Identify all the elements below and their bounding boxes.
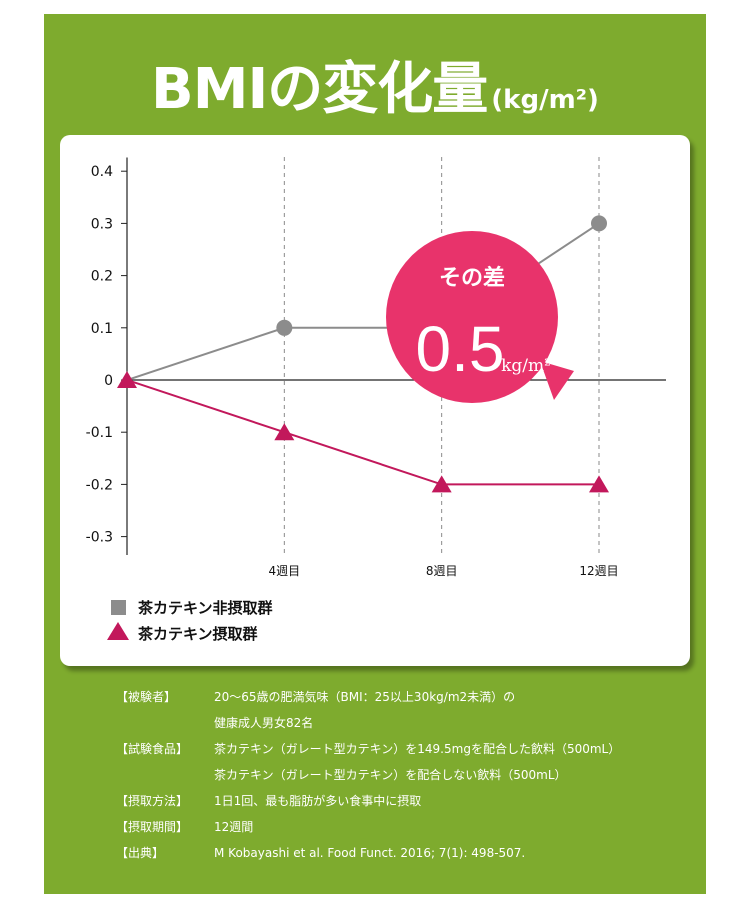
note-text: M Kobayashi et al. Food Funct. 2016; 7(1… (214, 840, 696, 866)
x-tick-label: 8週目 (426, 564, 458, 578)
point-intake (117, 371, 137, 388)
y-tick-label: 0.1 (91, 321, 113, 337)
note-line: M Kobayashi et al. Food Funct. 2016; 7(1… (214, 846, 526, 860)
bmi-line-chart: 0.4 0.3 0.2 0.1 0 -0.1 -0.2 -0.3 4週目 8週目 12週目 その差 0.… (86, 157, 666, 643)
note-line: 健康成人男女82名 (214, 716, 314, 730)
note-row: 【摂取期間】 12週間 (116, 814, 696, 840)
y-tick-label: 0.3 (91, 216, 113, 232)
y-tick-label: -0.2 (86, 477, 113, 493)
note-row: 【被験者】 20〜65歳の肥満気味（BMI：25以上30kg/m2未満）の 健康成人… (116, 684, 696, 736)
note-label: 【被験者】 (116, 690, 177, 704)
note-label: 【摂取期間】 (116, 820, 189, 834)
note-line: 20〜65歳の肥満気味（BMI：25以上30kg/m2未満）の (214, 690, 516, 704)
note-row: 【摂取方法】 1日1回、最も脂肪が多い食事中に摂取 (116, 788, 696, 814)
point-non-intake (276, 319, 293, 336)
note-label: 【試験食品】 (116, 742, 189, 756)
page-title: BMIの変化量 (kg/m²) (44, 44, 706, 125)
badge-label: その差 (439, 265, 505, 291)
title-main: BMIの変化量 (151, 57, 488, 122)
badge-unit: kg/m² (501, 356, 551, 376)
x-tick-label: 4週目 (269, 564, 301, 578)
note-line: 茶カテキン（ガレート型カテキン）を配合しない飲料（500mL） (214, 768, 567, 782)
study-notes: 【被験者】 20〜65歳の肥満気味（BMI：25以上30kg/m2未満）の 健康成人… (116, 684, 696, 866)
y-tick-label: 0.4 (91, 164, 113, 180)
y-tick-label: -0.3 (86, 530, 113, 546)
point-intake (589, 475, 609, 493)
legend-marker-non-intake (111, 600, 126, 615)
note-label: 【出典】 (116, 846, 165, 860)
note-text: 12週間 (214, 814, 696, 840)
difference-badge (386, 231, 558, 403)
point-intake (431, 475, 452, 493)
x-tick-label: 12週目 (579, 564, 618, 578)
title-unit: (kg/m²) (491, 85, 599, 115)
y-tick-label: 0.2 (91, 269, 113, 285)
note-line: 茶カテキン（ガレート型カテキン）を149.5mgを配合した飲料（500mL） (214, 742, 621, 756)
note-line: 1日1回、最も脂肪が多い食事中に摂取 (214, 794, 422, 808)
note-row: 【試験食品】 茶カテキン（ガレート型カテキン）を149.5mgを配合した飲料（50… (116, 736, 696, 788)
point-intake (274, 423, 295, 441)
legend-label-non-intake: 茶カテキン非摂取群 (138, 599, 273, 617)
note-text: 1日1回、最も脂肪が多い食事中に摂取 (214, 788, 696, 814)
note-line: 12週間 (214, 820, 254, 834)
note-text: 20〜65歳の肥満気味（BMI：25以上30kg/m2未満）の 健康成人男女82名 (214, 684, 696, 736)
y-tick-label: 0 (104, 373, 113, 389)
note-row: 【出典】 M Kobayashi et al. Food Funct. 2016;… (116, 840, 696, 866)
series-line-intake (126, 379, 599, 486)
badge-pointer (540, 361, 574, 400)
point-non-intake (591, 215, 607, 232)
y-tick-label: -0.1 (86, 425, 113, 441)
legend-marker-intake (107, 622, 129, 640)
green-panel: BMIの変化量 (kg/m²) 0.4 0.3 0.2 0.1 0 -0.1 -0.2 -0.3… (44, 14, 706, 894)
badge-value: 0.5 (416, 313, 505, 385)
chart-card: 0.4 0.3 0.2 0.1 0 -0.1 -0.2 -0.3 4週目 8週目 12週目 その差 0.… (60, 135, 690, 666)
note-text: 茶カテキン（ガレート型カテキン）を149.5mgを配合した飲料（500mL） 茶カ… (214, 736, 696, 788)
legend-label-intake: 茶カテキン摂取群 (138, 625, 258, 643)
note-label: 【摂取方法】 (116, 794, 189, 808)
